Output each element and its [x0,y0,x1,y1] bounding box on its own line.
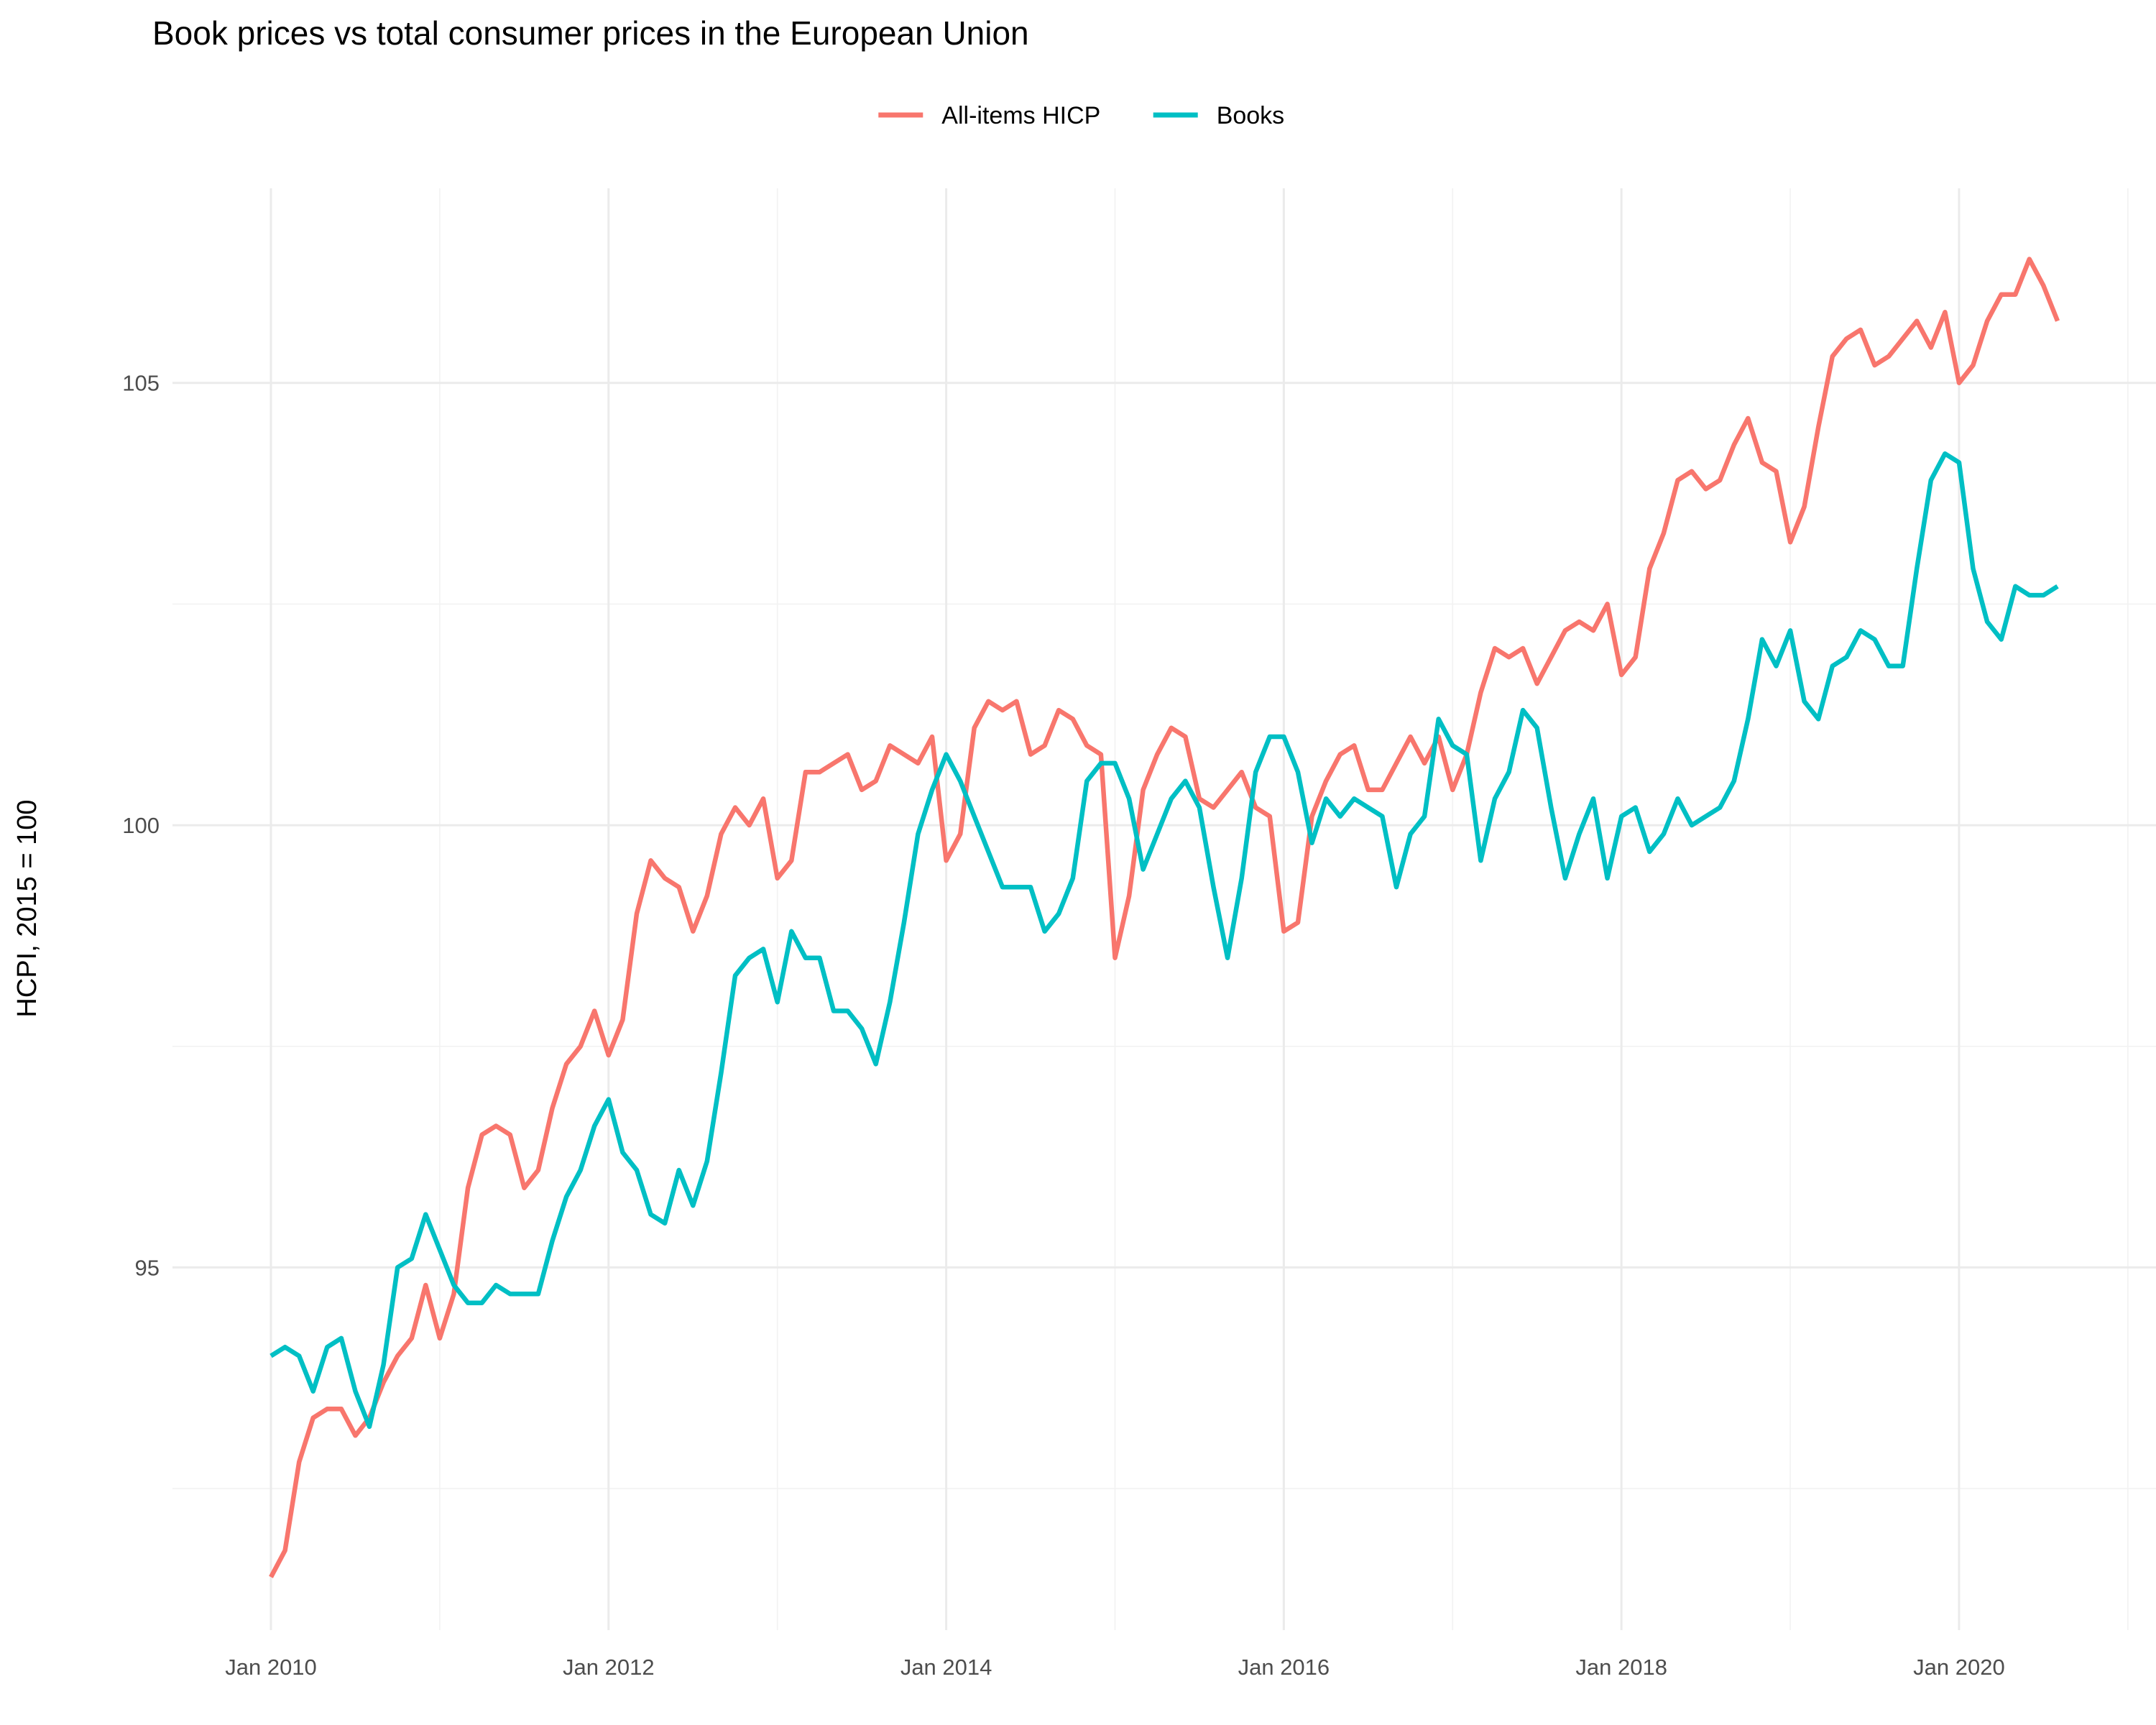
x-tick-label: Jan 2010 [225,1655,317,1680]
y-tick-label: 105 [122,371,160,396]
x-axis-tick-labels: Jan 2010 Jan 2012 Jan 2014 Jan 2016 Jan 2018… [225,1655,2004,1680]
major-gridlines [172,188,2156,1630]
x-tick-label: Jan 2018 [1575,1655,1667,1680]
x-tick-label: Jan 2012 [563,1655,655,1680]
minor-gridlines [172,188,2156,1630]
series-line-books [270,451,2059,1430]
legend-label-all-items-hicp: All-items HICP [941,102,1100,129]
legend-label-books: Books [1217,102,1285,129]
y-tick-label: 95 [135,1255,160,1280]
x-tick-label: Jan 2016 [1238,1655,1330,1680]
y-tick-label: 100 [122,813,160,838]
series-line-all-items-hicp [269,257,2060,1578]
x-tick-label: Jan 2014 [900,1655,992,1680]
y-axis-tick-labels: 95 100 105 [122,371,160,1281]
x-tick-label: Jan 2020 [1913,1655,2005,1680]
y-axis-title: HCPI, 2015 = 100 [12,799,42,1017]
chart-title: Book prices vs total consumer prices in … [152,14,1029,52]
legend: All-items HICP Books [878,102,1284,129]
series-lines [269,257,2060,1578]
